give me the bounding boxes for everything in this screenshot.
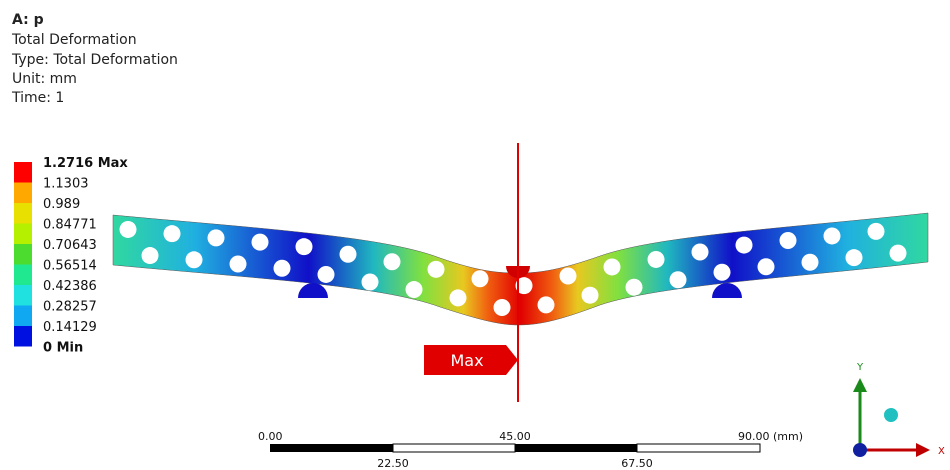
screen: A: p Total Deformation Type: Total Defor… (0, 0, 950, 470)
hole (736, 237, 753, 254)
legend: 1.2716 Max 1.1303 0.989 0.84771 0.70643 0.565… (14, 156, 128, 356)
viewport: A: p Total Deformation Type: Total Defor… (0, 0, 950, 470)
hole (120, 221, 137, 238)
hole (780, 232, 797, 249)
hole (406, 281, 423, 298)
header-line: Type: Total Deformation (11, 52, 178, 68)
scale-label: 0.00 (258, 430, 283, 443)
header-line: Total Deformation (11, 32, 137, 48)
legend-swatch (14, 326, 32, 347)
scale-label: 45.00 (499, 430, 531, 443)
legend-label: 0.28257 (43, 300, 97, 315)
hole (340, 246, 357, 263)
hole (318, 266, 335, 283)
header-line: Unit: mm (12, 71, 77, 87)
hole (164, 225, 181, 242)
hole (692, 243, 709, 260)
hole (296, 238, 313, 255)
legend-label: 0 Min (43, 341, 83, 356)
hole (494, 299, 511, 316)
legend-label: 0.84771 (43, 218, 97, 233)
legend-label: 1.1303 (43, 177, 89, 192)
hole (846, 249, 863, 266)
hole (670, 271, 687, 288)
hole (582, 287, 599, 304)
hole (142, 247, 159, 264)
hole (648, 251, 665, 268)
scale-bar (270, 444, 760, 452)
triad-y: Y (856, 362, 864, 373)
hole (868, 223, 885, 240)
header-title: A: p (12, 12, 44, 28)
hole (208, 229, 225, 246)
legend-swatch (14, 183, 32, 204)
hole (604, 258, 621, 275)
support (298, 283, 328, 298)
hole (758, 258, 775, 275)
legend-swatch (14, 203, 32, 224)
hole (428, 261, 445, 278)
hole (714, 264, 731, 281)
hole (890, 245, 907, 262)
legend-swatch (14, 306, 32, 327)
legend-swatch (14, 285, 32, 306)
hole (186, 251, 203, 268)
scale-label: 90.00 (mm) (738, 430, 803, 443)
legend-swatch (14, 162, 32, 183)
hole (362, 274, 379, 291)
hole (450, 289, 467, 306)
hole (560, 268, 577, 285)
triad (853, 378, 930, 457)
hole (824, 227, 841, 244)
legend-swatch (14, 265, 32, 286)
legend-label: 0.42386 (43, 279, 97, 294)
hole (384, 253, 401, 270)
hole (230, 256, 247, 273)
legend-label: 1.2716 Max (43, 156, 128, 171)
support (712, 283, 742, 298)
legend-swatch (14, 244, 32, 265)
header-line: Time: 1 (11, 90, 64, 106)
scale-label: 22.50 (377, 457, 409, 470)
probe-label: Max (450, 351, 483, 370)
hole (274, 260, 291, 277)
hole (538, 296, 555, 313)
legend-label: 0.56514 (43, 259, 97, 274)
hole (252, 234, 269, 251)
scale-label: 67.50 (621, 457, 653, 470)
hole (626, 279, 643, 296)
hole (802, 254, 819, 271)
legend-swatch (14, 224, 32, 245)
legend-label: 0.70643 (43, 238, 97, 253)
legend-label: 0.14129 (43, 320, 97, 335)
triad-x: X (938, 446, 945, 457)
hole (472, 270, 489, 287)
legend-label: 0.989 (43, 197, 80, 212)
